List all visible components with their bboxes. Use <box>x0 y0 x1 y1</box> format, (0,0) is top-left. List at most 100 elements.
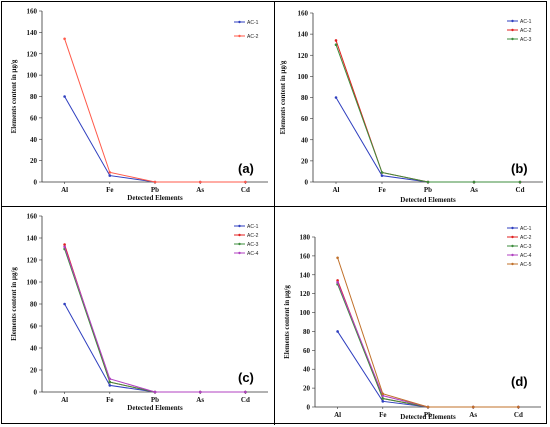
data-point <box>381 397 385 400</box>
y-tick-label: 40 <box>301 136 309 144</box>
x-tick-label: As <box>469 411 477 419</box>
legend-marker <box>511 235 514 239</box>
x-tick-label: As <box>470 186 478 194</box>
x-tick-label: Al <box>61 396 68 404</box>
series-line-ac-2 <box>335 40 520 183</box>
x-tick-label: Fe <box>379 411 386 419</box>
x-tick-label: As <box>196 186 204 194</box>
x-tick-label: Al <box>334 411 341 419</box>
data-point <box>334 39 338 42</box>
series-line-ac-1 <box>64 303 246 393</box>
data-point <box>63 245 66 249</box>
y-tick-label: 100 <box>300 309 311 317</box>
data-point <box>336 279 339 282</box>
y-tick-label: 100 <box>298 73 309 81</box>
y-tick-label: 160 <box>300 252 311 260</box>
y-tick-label: 140 <box>298 31 309 39</box>
legend-label: AC-3 <box>520 244 532 250</box>
data-point <box>334 96 338 99</box>
x-tick-label: Cd <box>241 396 250 404</box>
legend-marker <box>511 28 514 32</box>
y-tick-label: 80 <box>30 301 38 309</box>
data-point <box>108 377 112 381</box>
data-point <box>198 390 202 394</box>
x-axis-title: Detected Elements <box>127 194 183 202</box>
x-tick-label: As <box>196 396 204 404</box>
y-tick-label: 80 <box>303 328 311 336</box>
data-point <box>336 281 339 284</box>
data-point <box>63 243 66 246</box>
data-point <box>63 302 66 306</box>
data-point <box>336 330 339 333</box>
data-point <box>381 394 385 397</box>
legend-label: AC-1 <box>247 224 259 230</box>
data-point <box>63 95 66 98</box>
x-tick-label: Fe <box>106 396 113 404</box>
legend-label: AC-4 <box>247 251 259 257</box>
y-tick-label: 0 <box>34 389 38 397</box>
data-point <box>517 405 520 409</box>
chart-panel-b: 0 20 40 60 80 100 120 140 160 Al Fe Pb As Cd Detected … <box>279 10 543 204</box>
data-point <box>198 180 202 184</box>
legend-label: AC-1 <box>247 20 259 26</box>
y-tick-label: 160 <box>27 213 38 221</box>
legend-marker <box>238 251 241 255</box>
y-tick-label: 80 <box>301 94 309 102</box>
y-tick-label: 60 <box>30 323 38 331</box>
chart-panel-a: 0 20 40 60 80 100 120 140 160 Al Fe Pb As Cd Detected … <box>10 8 268 202</box>
y-tick-label: 40 <box>30 345 38 353</box>
legend-label: AC-2 <box>247 233 259 239</box>
data-point <box>63 37 66 41</box>
data-point <box>108 171 112 174</box>
y-tick-label: 120 <box>298 52 309 60</box>
data-point <box>153 180 157 184</box>
data-point <box>472 180 476 184</box>
series-line-ac-1 <box>337 331 519 408</box>
y-tick-label: 20 <box>301 157 309 165</box>
y-tick-label: 40 <box>30 136 38 144</box>
y-tick-label: 20 <box>303 385 311 393</box>
panel-label: (a) <box>238 161 254 176</box>
legend-marker <box>238 242 241 246</box>
legend-label: AC-2 <box>520 235 532 241</box>
chart-panel-c: 0 20 40 60 80 100 120 140 160 Al Fe Pb As Cd Detected … <box>10 213 268 412</box>
legend-label: AC-1 <box>520 226 532 232</box>
y-tick-label: 40 <box>303 366 311 374</box>
y-tick-label: 180 <box>300 234 311 242</box>
legend-marker <box>511 19 514 23</box>
series-line-ac-2 <box>337 280 519 408</box>
y-tick-label: 100 <box>27 72 38 80</box>
legend-marker <box>511 226 514 230</box>
y-axis-title: Elements content in µg/g <box>279 60 287 134</box>
x-axis-title: Detected Elements <box>127 404 183 412</box>
legend-label: AC-3 <box>247 242 259 248</box>
data-point <box>108 384 112 387</box>
y-tick-label: 160 <box>298 10 309 18</box>
x-tick-label: Al <box>333 186 340 194</box>
x-axis-title: Detected Elements <box>400 196 456 204</box>
x-tick-label: Fe <box>378 186 385 194</box>
legend-label: AC-2 <box>247 34 259 40</box>
series-line-ac-3 <box>335 44 520 183</box>
series-line-ac-2 <box>64 244 246 393</box>
y-axis-title: Elements content in µg/g <box>10 267 18 341</box>
panel-divider-horizontal <box>1 206 547 207</box>
chart-panel-d: 0 20 40 60 80 100 120 140 160 180 Al Fe Pb As Cd Detect… <box>283 226 541 421</box>
series-line-ac-3 <box>64 248 246 393</box>
x-tick-label: Fe <box>106 186 113 194</box>
y-tick-label: 140 <box>27 29 38 37</box>
y-tick-label: 120 <box>300 290 311 298</box>
data-point <box>426 405 430 409</box>
data-point <box>336 256 339 260</box>
y-tick-label: 140 <box>300 271 311 279</box>
data-point <box>518 180 522 184</box>
y-tick-label: 0 <box>307 404 311 412</box>
x-tick-label: Pb <box>424 186 432 194</box>
x-tick-label: Pb <box>151 186 159 194</box>
legend-marker <box>511 253 514 257</box>
data-point <box>381 392 385 396</box>
data-point <box>426 180 430 184</box>
data-point <box>244 180 247 184</box>
legend-marker <box>238 224 241 228</box>
y-tick-label: 20 <box>30 157 38 165</box>
